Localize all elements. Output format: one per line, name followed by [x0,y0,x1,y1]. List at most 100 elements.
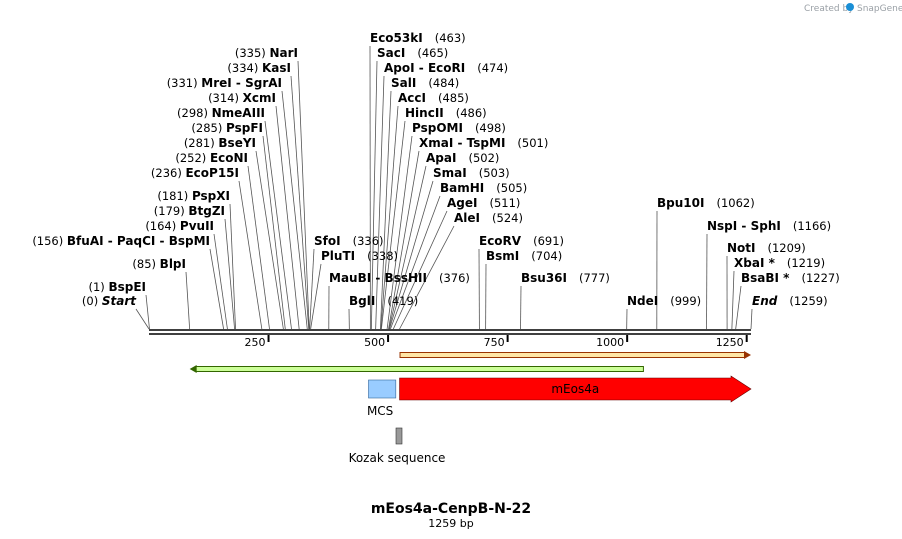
site-bsabi[interactable]: BsaBI * (1227) [741,271,840,285]
site-smai[interactable]: SmaI (503) [433,166,510,180]
site-ecop15i[interactable]: (236) EcoP15I [151,166,239,180]
site-sep: - [104,234,117,248]
site-pos-label: (0) [82,294,98,308]
site-pvuii[interactable]: (164) PvuII [145,219,214,233]
site-leader [135,308,150,330]
site-leader [213,233,228,330]
feature-meos4a[interactable]: mEos4a [399,375,752,403]
site-start[interactable]: (0) Start [82,294,137,308]
site-pspxi[interactable]: (181) PspXI [157,189,230,203]
site-leader [290,75,310,330]
site-pluti[interactable]: PluTI (338) [321,249,398,263]
site-acci[interactable]: AccI (485) [398,91,469,105]
site-name: AgeI [447,196,477,210]
site-blpi[interactable]: (85) BlpI [132,257,186,271]
site-bspei[interactable]: (1) BspEI [89,280,147,294]
site-name2: BssHII [385,271,427,285]
site-label: MauBI - BssHII (376) [329,271,470,285]
site-sep: - [232,76,245,90]
site-bamhi[interactable]: BamHI (505) [440,181,527,195]
site-name: BtgZI [188,204,225,218]
site-bsu36i[interactable]: Bsu36I (777) [521,271,610,285]
site-mrei[interactable]: (331) MreI - SgrAI [167,76,282,90]
site-ndei[interactable]: NdeI (999) [627,294,701,308]
orf-arrow-head [744,351,751,359]
site-maubi[interactable]: MauBI - BssHII (376) [329,271,470,285]
site-sep: - [453,136,466,150]
site-agei[interactable]: AgeI (511) [447,196,520,210]
site-bsmi[interactable]: BsmI (704) [486,249,562,263]
site-pos-label: (285) [191,121,222,135]
site-eco53ki[interactable]: Eco53kI (463) [370,31,466,45]
site-apoi[interactable]: ApoI - EcoRI (474) [384,61,508,75]
site-name: SalI [391,76,416,90]
site-sep: - [371,271,384,285]
site-name: NdeI [627,294,658,308]
site-econi[interactable]: (252) EcoNI [175,151,248,165]
site-name2: TspMI [467,136,506,150]
site-pos-label: (999) [670,294,701,308]
site-bfuai[interactable]: (156) BfuAI - PaqCI - BspMI [32,234,210,248]
feature-box [395,427,403,445]
site-pos-label: (314) [208,91,239,105]
site-bpu10i[interactable]: Bpu10I (1062) [657,196,755,210]
feature-mcs[interactable]: MCS [367,379,397,418]
site-pos-label: (85) [132,257,156,271]
site-saci[interactable]: SacI (465) [377,46,448,60]
site-label: PluTI (338) [321,249,398,263]
axis-tick-label: 1250 [716,336,744,349]
site-xmai[interactable]: XmaI - TspMI (501) [419,136,548,150]
site-label: SalI (484) [391,76,459,90]
site-pos-label: (502) [468,151,499,165]
site-pos-label: (511) [489,196,520,210]
site-nmeaiii[interactable]: (298) NmeAIII [177,106,265,120]
site-noti[interactable]: NotI (1209) [727,241,806,255]
site-xcmi[interactable]: (314) XcmI [208,91,276,105]
site-bgli[interactable]: BglI (419) [349,294,418,308]
site-pspomi[interactable]: PspOMI (498) [412,121,506,135]
watermark: Created by SnapGene [804,3,902,14]
feature-arrow [399,375,752,403]
site-pos-label: (1209) [768,241,806,255]
watermark-prefix: Created by [804,4,854,14]
site-name: PluTI [321,249,355,263]
site-sep2: - [155,234,168,248]
site-pos-label: (1259) [789,294,827,308]
site-xbai[interactable]: XbaI * (1219) [734,256,825,270]
site-nari[interactable]: (335) NarI [235,46,298,60]
site-leader [389,180,434,330]
site-hincii[interactable]: HincII (486) [405,106,487,120]
site-end[interactable]: End (1259) [752,294,828,308]
site-label: (0) Start [82,294,137,308]
site-leader [255,150,284,330]
site-bseyi[interactable]: (281) BseYI [184,136,256,150]
site-kasi[interactable]: (334) KasI [227,61,291,75]
site-apai[interactable]: ApaI (502) [426,151,499,165]
site-pspfi[interactable]: (285) PspFI [191,121,263,135]
site-label: NspI - SphI (1166) [707,219,831,233]
site-pos-label: (334) [227,61,258,75]
site-name: XmaI [419,136,453,150]
site-name2: SgrAI [245,76,282,90]
watermark-brand: SnapGene [857,4,902,14]
site-name: BsmI [486,249,519,263]
axis-tick-label: 250 [245,336,266,349]
orf-arrow-body [195,366,644,372]
site-name: XcmI [243,91,276,105]
site-pos-label: (503) [479,166,510,180]
site-ecorv[interactable]: EcoRV (691) [479,234,564,248]
site-sfoi[interactable]: SfoI (336) [314,234,384,248]
site-leader [310,263,322,330]
feature-label: MCS [367,404,393,418]
site-leader [309,248,315,330]
site-btgzi[interactable]: (179) BtgZI [154,204,225,218]
site-label: (236) EcoP15I [151,166,239,180]
site-sali[interactable]: SalI (484) [391,76,459,90]
site-alei[interactable]: AleI (524) [454,211,523,225]
site-leader [392,210,448,330]
site-leader [281,90,308,330]
feature-kozak-sequence[interactable]: Kozak sequence [349,427,446,465]
site-name: ApoI [384,61,415,75]
site-nspi[interactable]: NspI - SphI (1166) [707,219,831,233]
site-pos-label: (486) [456,106,487,120]
